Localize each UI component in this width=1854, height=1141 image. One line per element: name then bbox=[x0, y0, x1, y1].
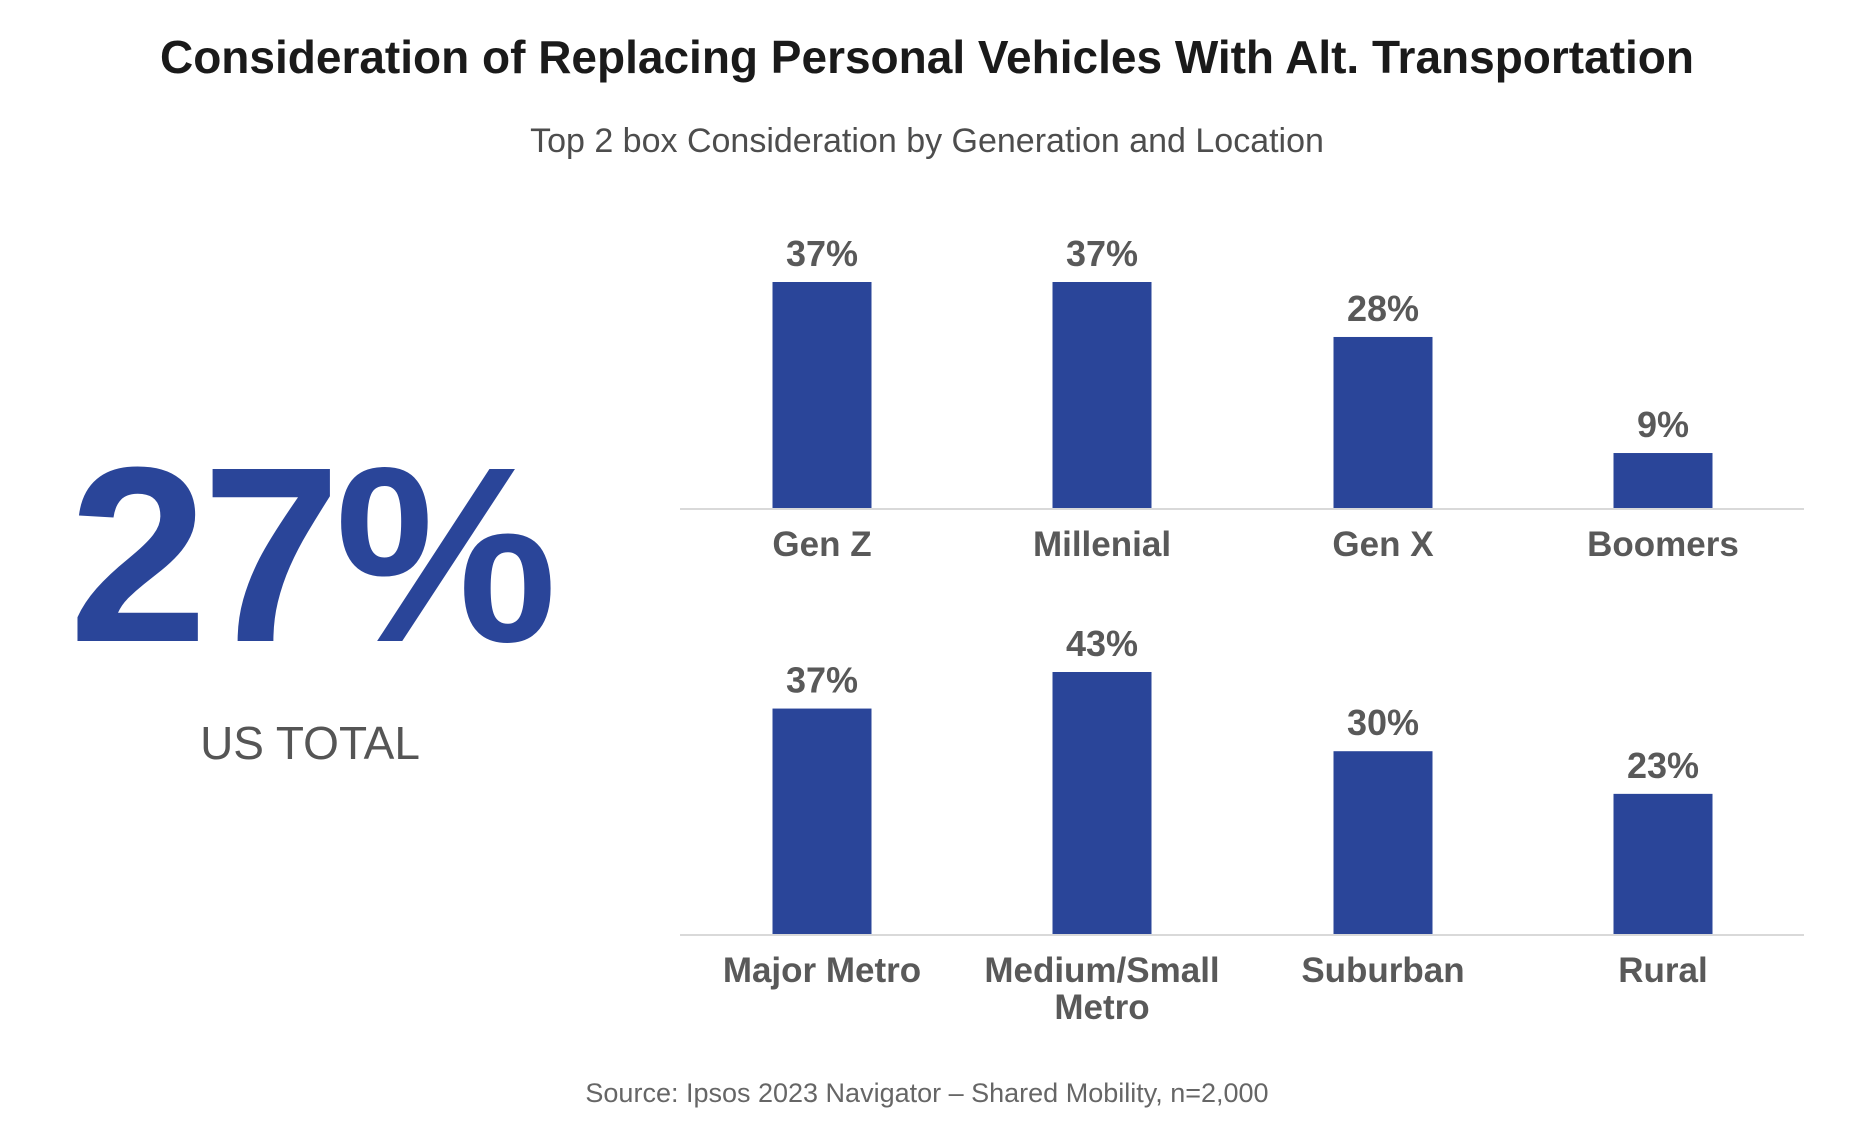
chart-title: Consideration of Replacing Personal Vehi… bbox=[159, 31, 1694, 83]
bar-location-2 bbox=[1333, 751, 1433, 934]
bar-generation-0 bbox=[772, 282, 872, 508]
bar-generation-2 bbox=[1333, 336, 1433, 508]
category-label-location-2: Suburban bbox=[1301, 951, 1464, 990]
us-total-value: 27% bbox=[68, 415, 557, 694]
category-label-generation-3: Boomers bbox=[1587, 525, 1739, 564]
generation-chart: 37% Gen Z 37% Millenial 28% Gen X 9% Boomers bbox=[680, 233, 1804, 564]
source-note: Source: Ipsos 2023 Navigator – Shared Mo… bbox=[585, 1078, 1269, 1108]
us-total-label: US TOTAL bbox=[200, 717, 420, 769]
bar-location-1 bbox=[1052, 672, 1152, 934]
category-label-location-0: Major Metro bbox=[723, 951, 921, 990]
location-chart: 37% Major Metro 43% Medium/Small Metro 30% Sub… bbox=[680, 623, 1804, 1027]
data-label-location-2: 30% bbox=[1347, 702, 1419, 743]
bar-generation-1 bbox=[1052, 282, 1152, 508]
data-label-generation-0: 37% bbox=[786, 233, 858, 274]
category-label-generation-2: Gen X bbox=[1332, 525, 1434, 564]
chart-subtitle: Top 2 box Consideration by Generation an… bbox=[530, 122, 1324, 160]
category-label-location-3: Rural bbox=[1618, 951, 1707, 990]
data-label-location-3: 23% bbox=[1627, 745, 1699, 786]
bar-location-3 bbox=[1613, 793, 1713, 934]
category-label-generation-1: Millenial bbox=[1033, 525, 1171, 564]
data-label-generation-1: 37% bbox=[1066, 233, 1138, 274]
bar-generation-3 bbox=[1613, 453, 1713, 508]
data-label-generation-2: 28% bbox=[1347, 288, 1419, 329]
category-label-generation-0: Gen Z bbox=[772, 525, 871, 564]
data-label-generation-3: 9% bbox=[1637, 404, 1689, 445]
bar-location-0 bbox=[772, 708, 872, 934]
data-label-location-1: 43% bbox=[1066, 623, 1138, 664]
category-label-location-1: Medium/Small Metro bbox=[984, 951, 1219, 1027]
data-label-location-0: 37% bbox=[786, 660, 858, 701]
